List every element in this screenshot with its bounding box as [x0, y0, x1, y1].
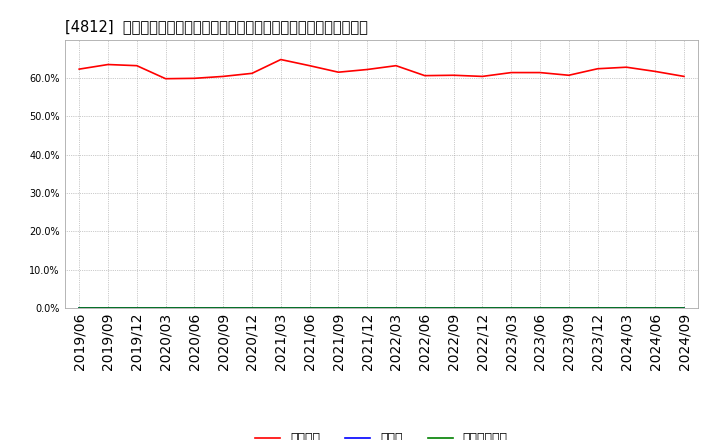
のれん: [363, 305, 372, 311]
自己資本: [651, 69, 660, 74]
自己資本: [334, 70, 343, 75]
のれん: [248, 305, 256, 311]
のれん: [104, 305, 112, 311]
繰延税金資産: [478, 305, 487, 311]
のれん: [449, 305, 458, 311]
のれん: [161, 305, 170, 311]
のれん: [190, 305, 199, 311]
繰延税金資産: [132, 305, 141, 311]
のれん: [392, 305, 400, 311]
繰延税金資産: [392, 305, 400, 311]
繰延税金資産: [276, 305, 285, 311]
自己資本: [420, 73, 429, 78]
繰延税金資産: [363, 305, 372, 311]
のれん: [219, 305, 228, 311]
繰延税金資産: [507, 305, 516, 311]
自己資本: [593, 66, 602, 71]
繰延税金資産: [680, 305, 688, 311]
繰延税金資産: [622, 305, 631, 311]
のれん: [680, 305, 688, 311]
繰延税金資産: [564, 305, 573, 311]
Line: 自己資本: 自己資本: [79, 59, 684, 79]
繰延税金資産: [305, 305, 314, 311]
自己資本: [680, 74, 688, 79]
自己資本: [161, 76, 170, 81]
繰延税金資産: [75, 305, 84, 311]
繰延税金資産: [161, 305, 170, 311]
自己資本: [104, 62, 112, 67]
繰延税金資産: [219, 305, 228, 311]
のれん: [593, 305, 602, 311]
自己資本: [190, 76, 199, 81]
自己資本: [219, 74, 228, 79]
のれん: [507, 305, 516, 311]
自己資本: [449, 73, 458, 78]
のれん: [305, 305, 314, 311]
自己資本: [507, 70, 516, 75]
自己資本: [622, 65, 631, 70]
繰延税金資産: [104, 305, 112, 311]
自己資本: [132, 63, 141, 68]
自己資本: [276, 57, 285, 62]
自己資本: [305, 63, 314, 68]
自己資本: [363, 67, 372, 72]
繰延税金資産: [593, 305, 602, 311]
繰延税金資産: [651, 305, 660, 311]
Legend: 自己資本, のれん, 繰延税金資産: 自己資本, のれん, 繰延税金資産: [251, 427, 513, 440]
繰延税金資産: [420, 305, 429, 311]
のれん: [420, 305, 429, 311]
のれん: [622, 305, 631, 311]
自己資本: [75, 66, 84, 72]
自己資本: [248, 71, 256, 76]
繰延税金資産: [190, 305, 199, 311]
のれん: [536, 305, 544, 311]
のれん: [132, 305, 141, 311]
繰延税金資産: [536, 305, 544, 311]
繰延税金資産: [248, 305, 256, 311]
自己資本: [478, 74, 487, 79]
繰延税金資産: [334, 305, 343, 311]
のれん: [478, 305, 487, 311]
のれん: [564, 305, 573, 311]
Text: [4812]  自己資本、のれん、繰延税金資産の総資産に対する比率の推移: [4812] 自己資本、のれん、繰延税金資産の総資産に対する比率の推移: [65, 19, 368, 34]
のれん: [651, 305, 660, 311]
繰延税金資産: [449, 305, 458, 311]
のれん: [334, 305, 343, 311]
自己資本: [536, 70, 544, 75]
自己資本: [564, 73, 573, 78]
自己資本: [392, 63, 400, 68]
のれん: [276, 305, 285, 311]
のれん: [75, 305, 84, 311]
